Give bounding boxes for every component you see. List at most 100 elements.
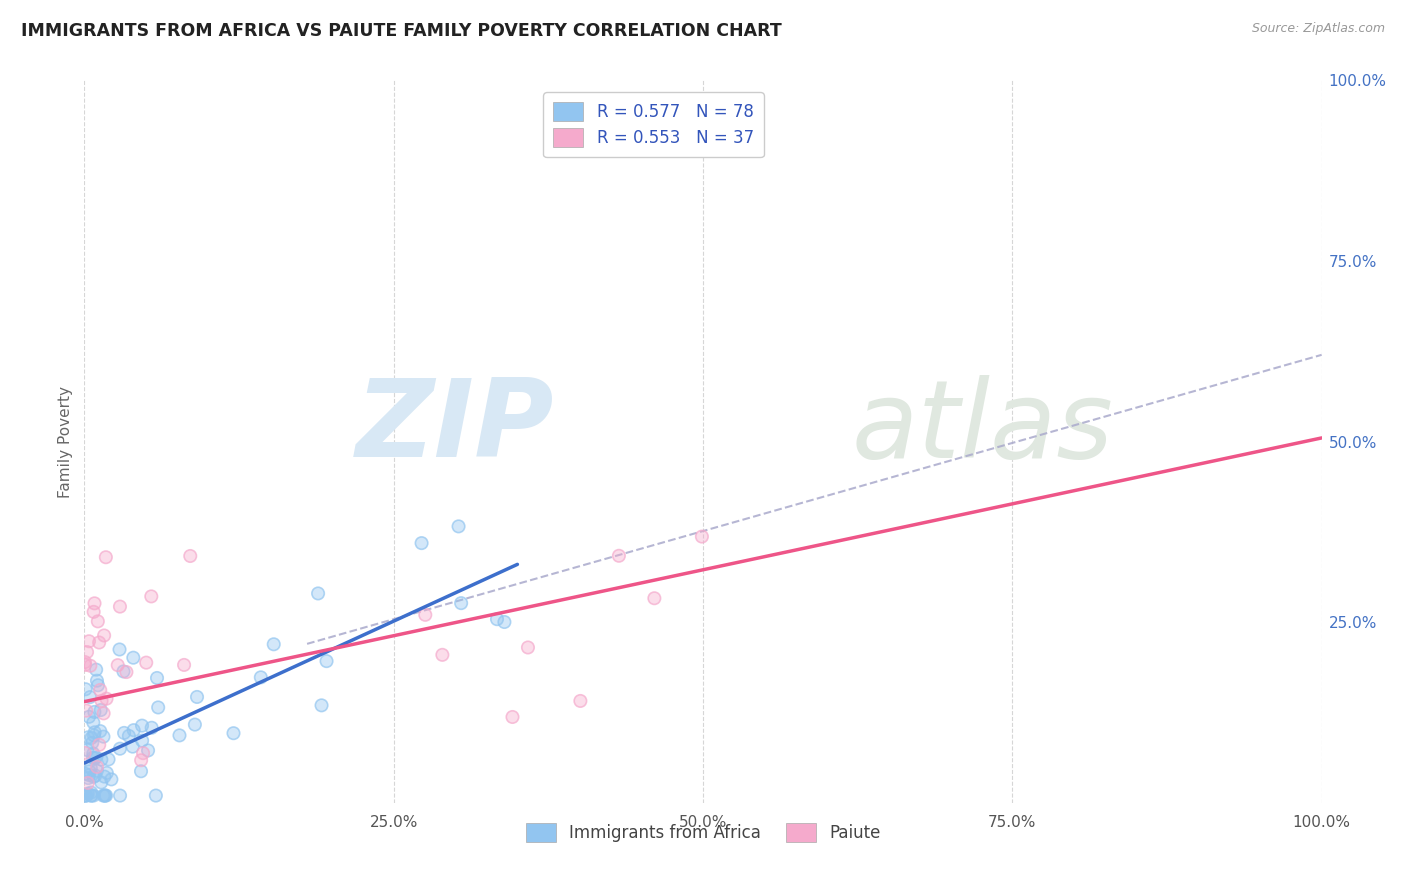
Point	[75, 767, 97, 781]
Point	[93, 789, 115, 803]
Point	[73, 789, 96, 803]
Text: ZIP: ZIP	[356, 374, 554, 480]
Point	[146, 700, 169, 714]
Point	[79, 690, 101, 705]
Point	[93, 730, 115, 744]
Point	[93, 770, 115, 784]
Point	[79, 764, 101, 779]
Point	[77, 634, 100, 648]
Point	[90, 775, 112, 789]
Point	[108, 741, 131, 756]
Point	[75, 682, 97, 697]
Point	[76, 776, 98, 790]
Point	[93, 628, 115, 642]
Point	[107, 658, 129, 673]
Point	[179, 549, 201, 563]
Point	[131, 733, 153, 747]
Point	[97, 752, 120, 766]
Point	[82, 715, 104, 730]
Point	[315, 654, 337, 668]
Point	[76, 787, 98, 801]
Point	[79, 658, 101, 673]
Point	[112, 726, 135, 740]
Point	[90, 753, 112, 767]
Point	[447, 519, 470, 533]
Point	[263, 637, 285, 651]
Point	[108, 599, 131, 614]
Point	[263, 637, 285, 651]
Point	[82, 789, 104, 803]
Point	[77, 710, 100, 724]
Point	[129, 764, 152, 779]
Point	[173, 657, 195, 672]
Point	[83, 770, 105, 784]
Point	[86, 760, 108, 774]
Point	[76, 645, 98, 659]
Point	[136, 743, 159, 757]
Point	[447, 519, 470, 533]
Point	[108, 599, 131, 614]
Point	[83, 770, 105, 784]
Point	[146, 671, 169, 685]
Point	[80, 786, 103, 800]
Point	[184, 717, 207, 731]
Point	[100, 772, 122, 787]
Point	[569, 694, 592, 708]
Point	[84, 768, 107, 782]
Point	[83, 751, 105, 765]
Point	[87, 678, 110, 692]
Point	[135, 656, 157, 670]
Point	[87, 678, 110, 692]
Point	[90, 703, 112, 717]
Point	[307, 586, 329, 600]
Point	[169, 728, 191, 742]
Point	[93, 706, 115, 721]
Point	[129, 764, 152, 779]
Point	[84, 750, 107, 764]
Point	[89, 738, 111, 752]
Point	[94, 550, 117, 565]
Point	[122, 650, 145, 665]
Point	[169, 728, 191, 742]
Point	[90, 694, 112, 708]
Point	[108, 789, 131, 803]
Text: IMMIGRANTS FROM AFRICA VS PAIUTE FAMILY POVERTY CORRELATION CHART: IMMIGRANTS FROM AFRICA VS PAIUTE FAMILY …	[21, 22, 782, 40]
Point	[311, 698, 333, 713]
Point	[186, 690, 208, 704]
Point	[494, 615, 516, 629]
Point	[115, 665, 138, 679]
Point	[131, 719, 153, 733]
Point	[115, 665, 138, 679]
Point	[83, 596, 105, 610]
Legend: Immigrants from Africa, Paiute: Immigrants from Africa, Paiute	[519, 816, 887, 848]
Point	[132, 746, 155, 760]
Point	[89, 635, 111, 649]
Point	[84, 663, 107, 677]
Point	[77, 771, 100, 785]
Point	[184, 717, 207, 731]
Point	[112, 665, 135, 679]
Point	[83, 725, 105, 739]
Point	[607, 549, 630, 563]
Point	[485, 612, 508, 626]
Point	[79, 690, 101, 705]
Point	[77, 771, 100, 785]
Point	[146, 700, 169, 714]
Point	[122, 650, 145, 665]
Point	[141, 590, 163, 604]
Point	[75, 704, 97, 718]
Point	[311, 698, 333, 713]
Point	[100, 772, 122, 787]
Point	[76, 645, 98, 659]
Point	[94, 789, 117, 803]
Text: Source: ZipAtlas.com: Source: ZipAtlas.com	[1251, 22, 1385, 36]
Point	[411, 536, 433, 550]
Point	[96, 766, 118, 780]
Point	[121, 739, 143, 754]
Point	[222, 726, 245, 740]
Point	[131, 719, 153, 733]
Point	[91, 789, 114, 803]
Text: atlas: atlas	[852, 375, 1114, 480]
Point	[93, 706, 115, 721]
Point	[129, 753, 152, 767]
